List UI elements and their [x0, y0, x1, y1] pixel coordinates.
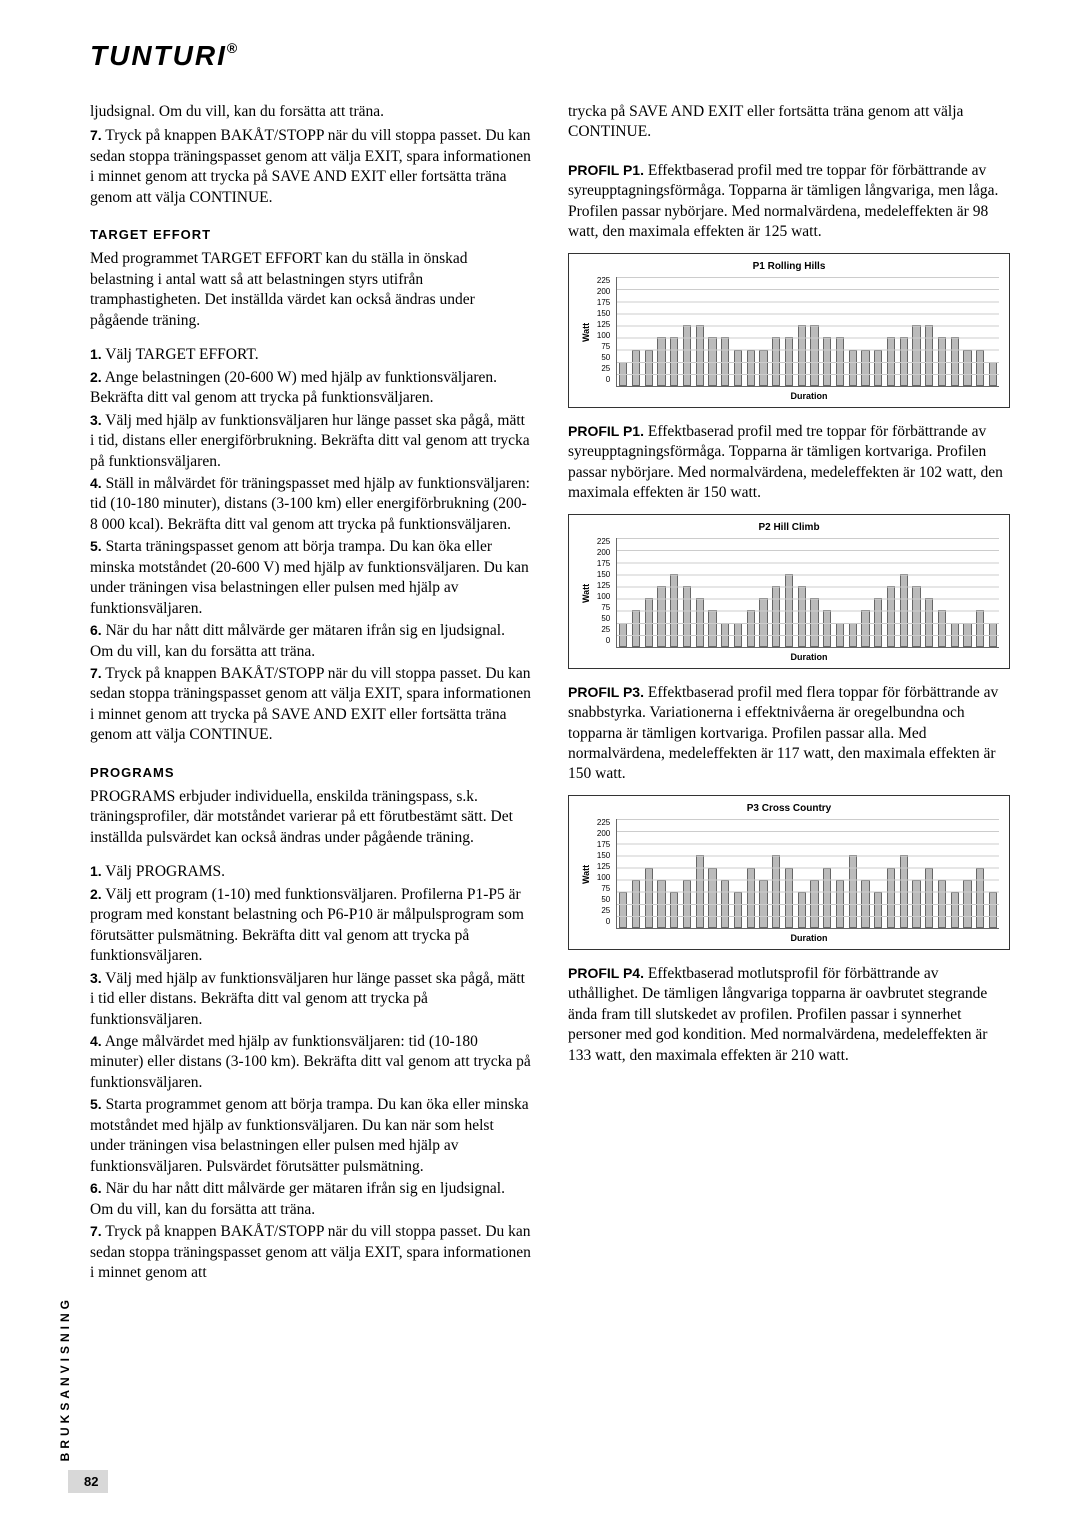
chart-xlabel: Duration	[619, 391, 999, 403]
step-7: 7. Tryck på knappen BAKÅT/STOPP när du v…	[90, 126, 532, 208]
target-step-1: 1. Välj TARGET EFFORT.	[90, 345, 532, 365]
side-label-bruksanvisning: BRUKSANVISNING	[58, 1296, 72, 1461]
profile-p4-desc: PROFIL P4. Effektbaserad motlutsprofil f…	[568, 964, 1010, 1066]
chart-yticks: 2252001751501251007550250	[597, 819, 612, 929]
target-step-5: 5. Starta träningspasset genom att börja…	[90, 537, 532, 619]
programs-step-3: 3. Välj med hjälp av funktionsväljaren h…	[90, 969, 532, 1030]
target-effort-heading: TARGET EFFORT	[90, 226, 532, 243]
chart-xlabel: Duration	[619, 933, 999, 945]
chart-yticks: 2252001751501251007550250	[597, 538, 612, 648]
chart-title: P3 Cross Country	[579, 802, 999, 815]
chart-title: P1 Rolling Hills	[579, 260, 999, 273]
chart-ylabel: Watt	[579, 277, 593, 387]
programs-step-4: 4. Ange målvärdet med hjälp av funktions…	[90, 1032, 532, 1093]
target-step-7: 7. Tryck på knappen BAKÅT/STOPP när du v…	[90, 664, 532, 746]
chart-p3-cross-country: P3 Cross Country Watt 225200175150125100…	[568, 795, 1010, 950]
chart-p2-hill-climb: P2 Hill Climb Watt 225200175150125100755…	[568, 514, 1010, 669]
programs-step-1: 1. Välj PROGRAMS.	[90, 862, 532, 882]
chart-ylabel: Watt	[579, 538, 593, 648]
content-columns: ljudsignal. Om du vill, kan du forsätta …	[90, 102, 1010, 1285]
chart-p1-rolling-hills: P1 Rolling Hills Watt 225200175150125100…	[568, 253, 1010, 408]
programs-intro: PROGRAMS erbjuder individuella, enskilda…	[90, 787, 532, 848]
chart-xlabel: Duration	[619, 652, 999, 664]
left-column: ljudsignal. Om du vill, kan du forsätta …	[90, 102, 532, 1285]
text-line: ljudsignal. Om du vill, kan du forsätta …	[90, 102, 532, 122]
target-step-4: 4. Ställ in målvärdet för träningspasset…	[90, 474, 532, 535]
continuation-text: trycka på SAVE AND EXIT eller fortsätta …	[568, 102, 1010, 143]
profile-p3-desc: PROFIL P3. Effektbaserad profil med fler…	[568, 683, 1010, 785]
programs-step-6: 6. När du har nått ditt målvärde ger mät…	[90, 1179, 532, 1220]
profile-p1-desc: PROFIL P1. Effektbaserad profil med tre …	[568, 161, 1010, 243]
programs-step-2: 2. Välj ett program (1-10) med funktions…	[90, 885, 532, 967]
programs-step-5: 5. Starta programmet genom att börja tra…	[90, 1095, 532, 1177]
target-step-3: 3. Välj med hjälp av funktionsväljaren h…	[90, 411, 532, 472]
chart-title: P2 Hill Climb	[579, 521, 999, 534]
target-step-2: 2. Ange belastningen (20-600 W) med hjäl…	[90, 368, 532, 409]
profile-p1b-desc: PROFIL P1. Effektbaserad profil med tre …	[568, 422, 1010, 504]
brand-logo: TUNTURI®	[90, 40, 1010, 72]
programs-step-7: 7. Tryck på knappen BAKÅT/STOPP när du v…	[90, 1222, 532, 1283]
chart-ylabel: Watt	[579, 819, 593, 929]
chart-plot	[616, 819, 999, 929]
programs-heading: PROGRAMS	[90, 764, 532, 781]
target-step-6: 6. När du har nått ditt målvärde ger mät…	[90, 621, 532, 662]
page-number: 82	[68, 1470, 108, 1493]
chart-plot	[616, 538, 999, 648]
chart-yticks: 2252001751501251007550250	[597, 277, 612, 387]
target-effort-intro: Med programmet TARGET EFFORT kan du stäl…	[90, 249, 532, 331]
chart-plot	[616, 277, 999, 387]
right-column: trycka på SAVE AND EXIT eller fortsätta …	[568, 102, 1010, 1285]
